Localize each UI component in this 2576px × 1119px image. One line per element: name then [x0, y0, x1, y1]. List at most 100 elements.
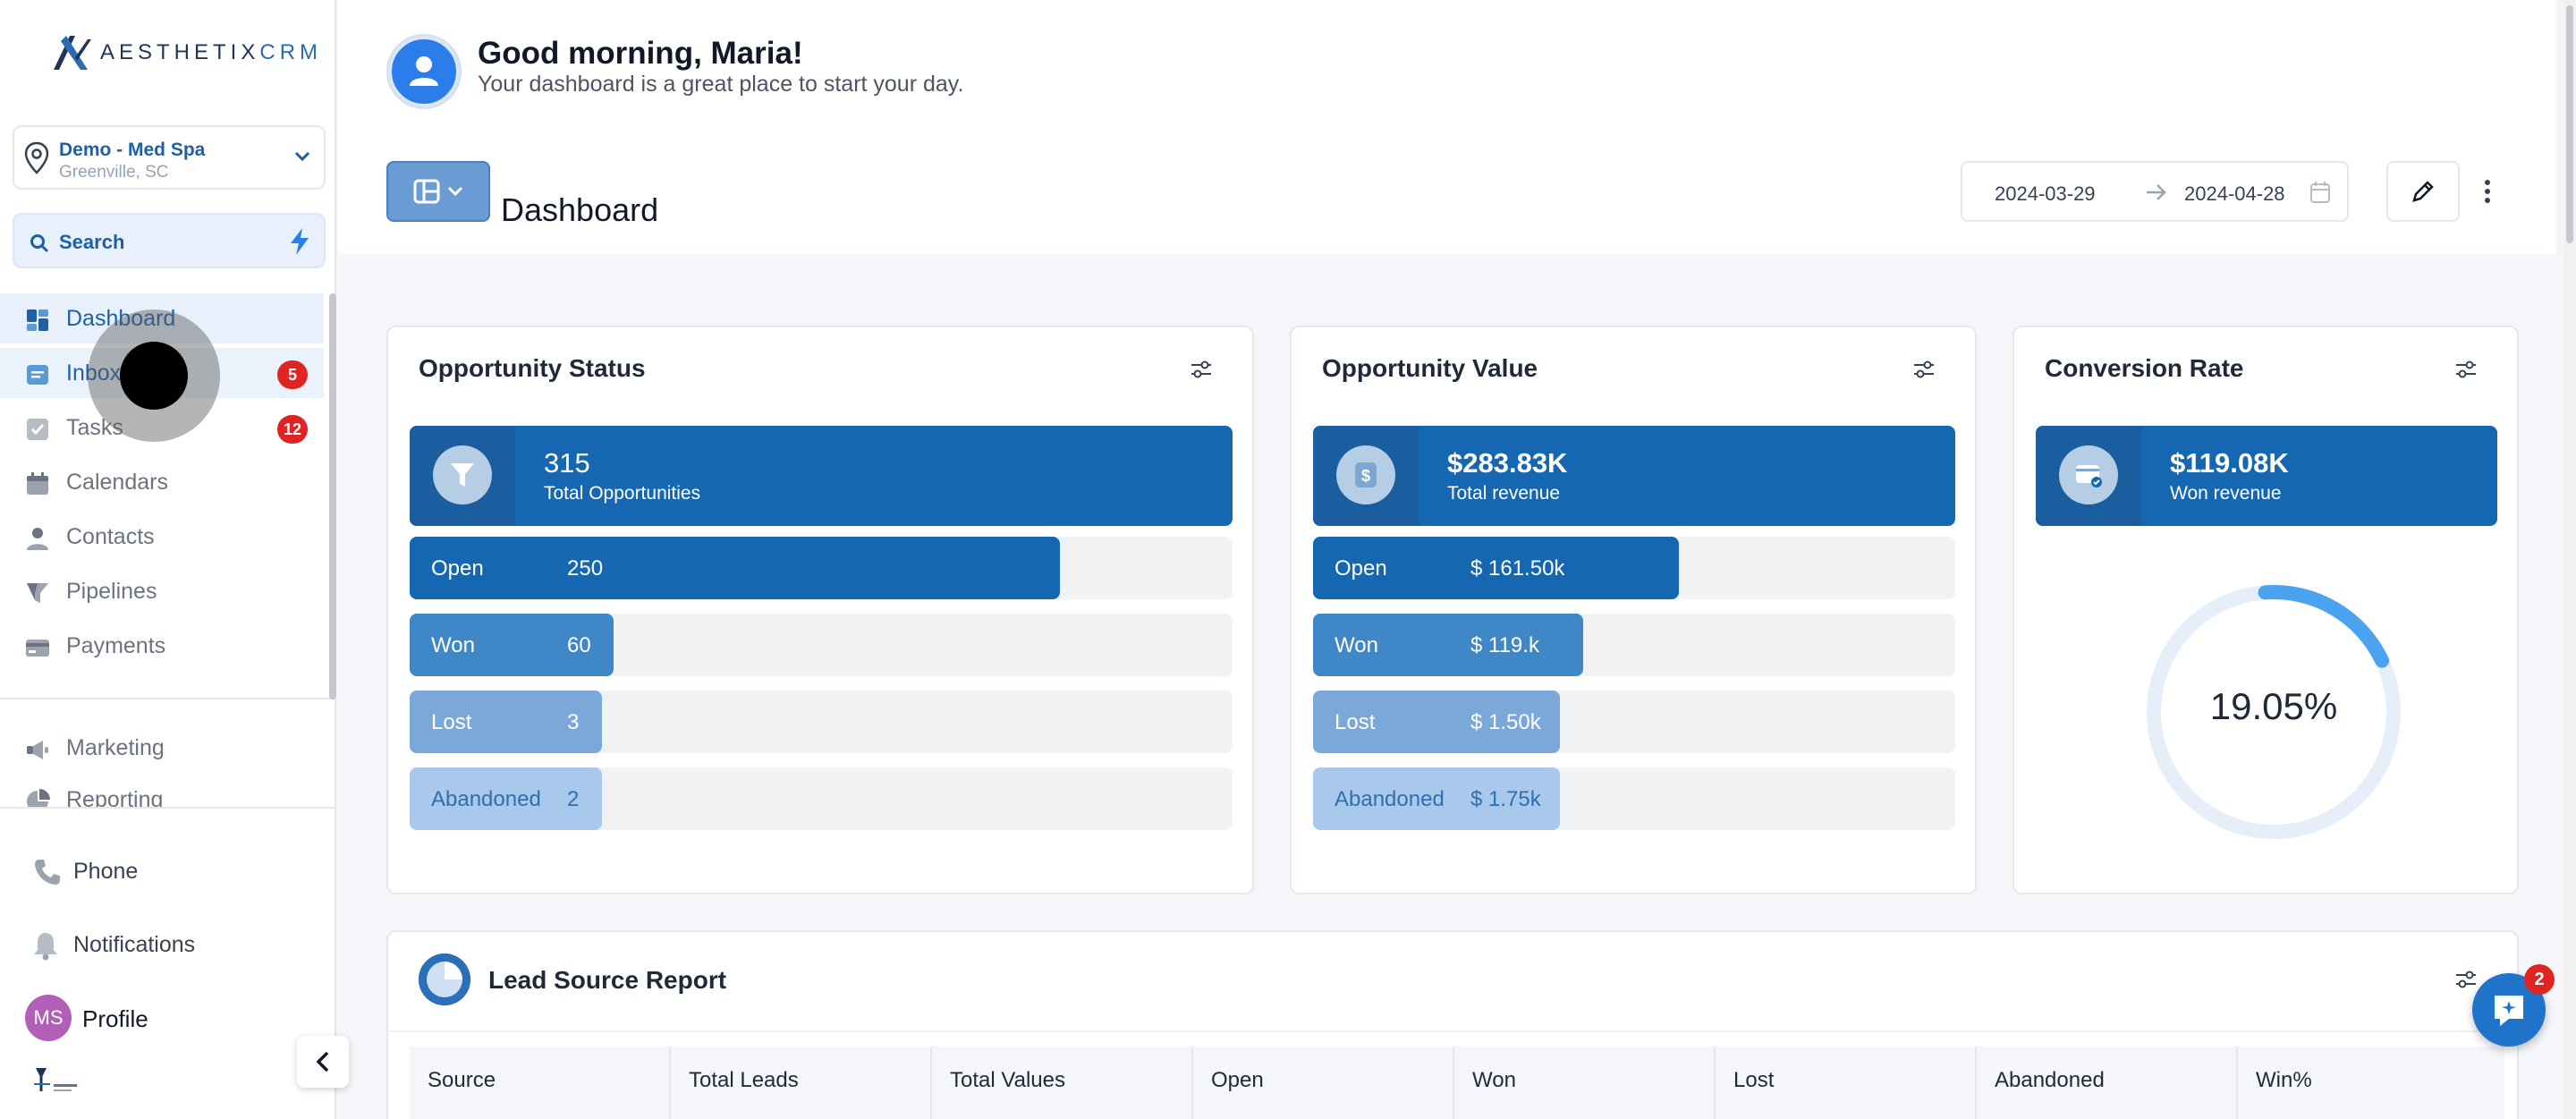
- sidebar-item-dashboard[interactable]: Dashboard: [0, 293, 324, 343]
- bar-fill-abandoned: Abandoned 2: [410, 767, 602, 830]
- column-divider: [2236, 1047, 2238, 1119]
- filter-icon[interactable]: [1190, 360, 1213, 379]
- profile-label[interactable]: Profile: [82, 1005, 148, 1032]
- column-header-won[interactable]: Won: [1472, 1068, 1516, 1092]
- won-revenue-hero: $119.08K Won revenue: [2036, 426, 2497, 526]
- card-title: Opportunity Status: [419, 354, 646, 382]
- column-divider: [930, 1047, 932, 1119]
- layout-switcher-button[interactable]: [386, 161, 490, 222]
- sidebar-item-calendars[interactable]: Calendars: [0, 457, 324, 507]
- lead-source-icon: [419, 954, 470, 1005]
- bar-label: Won: [1335, 633, 1378, 657]
- won-revenue-label: Won revenue: [2170, 483, 2282, 504]
- sidebar-notifications[interactable]: Notifications: [0, 918, 335, 971]
- column-divider: [1975, 1047, 1977, 1119]
- opportunity-value-card: Opportunity Value $ $283.83K Total reven…: [1290, 326, 1977, 894]
- search-label: Search: [59, 231, 125, 253]
- bar-track-open[interactable]: Open 250: [410, 537, 1233, 599]
- user-avatar[interactable]: [388, 36, 460, 107]
- sidebar-item-label: Tasks: [66, 415, 123, 440]
- bar-label: Open: [431, 556, 484, 581]
- bar-value: 3: [567, 710, 580, 734]
- edit-dashboard-button[interactable]: [2386, 161, 2460, 222]
- bar-label: Lost: [431, 710, 472, 734]
- won-revenue-value: $119.08K: [2170, 447, 2289, 479]
- card-title: Lead Source Report: [488, 966, 727, 994]
- page-scrollbar[interactable]: [2563, 0, 2576, 1119]
- dashboard-icon: [27, 309, 48, 331]
- sidebar-item-tasks[interactable]: Tasks 12: [0, 403, 324, 453]
- filter-icon[interactable]: [2454, 360, 2478, 379]
- bar-label: Lost: [1335, 710, 1376, 734]
- arrow-right-icon: [2147, 184, 2166, 200]
- bar-fill-won: Won 60: [410, 614, 614, 676]
- phone-icon: [35, 860, 60, 885]
- sidebar-item-marketing[interactable]: Marketing: [0, 723, 324, 773]
- lead-source-table-header: Source Total Leads Total Values Open Won…: [410, 1047, 2504, 1119]
- total-opportunities-label: Total Opportunities: [544, 483, 701, 504]
- bar-value: $ 161.50k: [1470, 556, 1565, 581]
- sidebar-item-label: Payments: [66, 633, 166, 658]
- wallet-check-icon: [2076, 465, 2102, 487]
- sidebar-item-payments[interactable]: Payments: [0, 621, 324, 671]
- chat-icon: [2495, 996, 2523, 1026]
- layout-icon: [413, 179, 440, 204]
- payments-icon: [26, 640, 49, 657]
- sidebar: AESTHETIXCRM Demo - Med Spa Greenville, …: [0, 0, 336, 1119]
- column-divider: [669, 1047, 671, 1119]
- bell-icon: [34, 933, 57, 961]
- sidebar-scrollbar[interactable]: [329, 293, 336, 699]
- bar-track-abandoned[interactable]: Abandoned $ 1.75k: [1313, 767, 1955, 830]
- card-title: Opportunity Value: [1322, 354, 1538, 382]
- bar-fill-lost: Lost 3: [410, 691, 602, 753]
- funnel-icon: [451, 463, 474, 487]
- funnel-icon: [27, 583, 48, 603]
- tasks-count-badge: 12: [277, 415, 308, 444]
- cursor-indicator: [88, 309, 220, 442]
- date-to[interactable]: 2024-04-28: [2184, 182, 2285, 205]
- column-header-win-percent[interactable]: Win%: [2256, 1068, 2312, 1092]
- phone-label: Phone: [73, 859, 139, 884]
- bar-track-won[interactable]: Won $ 119.k: [1313, 614, 1955, 676]
- filter-icon[interactable]: [2454, 970, 2478, 989]
- filter-icon[interactable]: [1912, 360, 1936, 379]
- brand-name-main: AESTHETIX: [100, 40, 260, 64]
- bar-track-won[interactable]: Won 60: [410, 614, 1233, 676]
- hero-icon: [2059, 445, 2118, 504]
- bar-track-lost[interactable]: Lost $ 1.50k: [1313, 691, 1955, 753]
- pie-icon: [419, 954, 470, 1005]
- column-header-total-leads[interactable]: Total Leads: [689, 1068, 799, 1092]
- hero-icon: [433, 445, 492, 504]
- column-header-open[interactable]: Open: [1211, 1068, 1264, 1092]
- sidebar-phone[interactable]: Phone: [0, 844, 335, 898]
- footer-brand-icon: [34, 1068, 77, 1091]
- column-header-source[interactable]: Source: [428, 1068, 496, 1092]
- bar-label: Won: [431, 633, 475, 657]
- sidebar-item-reporting[interactable]: Reporting: [0, 778, 324, 807]
- date-from[interactable]: 2024-03-29: [1995, 182, 2096, 205]
- contacts-icon: [27, 528, 48, 550]
- chevron-left-icon: [316, 1051, 329, 1072]
- column-header-lost[interactable]: Lost: [1733, 1068, 1775, 1092]
- more-options-icon[interactable]: [2483, 175, 2492, 208]
- bar-value: $ 1.50k: [1470, 710, 1541, 734]
- sidebar-item-contacts[interactable]: Contacts: [0, 512, 324, 562]
- location-switcher[interactable]: Demo - Med Spa Greenville, SC: [13, 125, 326, 190]
- search-button[interactable]: Search: [13, 213, 326, 268]
- bar-track-open[interactable]: Open $ 161.50k: [1313, 537, 1955, 599]
- bar-track-lost[interactable]: Lost 3: [410, 691, 1233, 753]
- column-header-abandoned[interactable]: Abandoned: [1995, 1068, 2105, 1092]
- lightning-icon[interactable]: [288, 227, 311, 256]
- avatar[interactable]: MS: [25, 995, 72, 1041]
- collapse-sidebar-button[interactable]: [297, 1036, 349, 1088]
- sidebar-item-pipelines[interactable]: Pipelines: [0, 566, 324, 616]
- date-range-picker[interactable]: 2024-03-29 2024-04-28: [1961, 161, 2349, 222]
- bar-track-abandoned[interactable]: Abandoned 2: [410, 767, 1233, 830]
- page-title: Dashboard: [501, 191, 659, 228]
- sidebar-item-label: Dashboard: [66, 306, 176, 331]
- conversion-donut: [2147, 585, 2401, 839]
- column-header-total-values[interactable]: Total Values: [950, 1068, 1065, 1092]
- inbox-count-badge: 5: [277, 360, 308, 389]
- bar-fill-open: Open 250: [410, 537, 1060, 599]
- brand-logo[interactable]: AESTHETIXCRM: [50, 30, 322, 75]
